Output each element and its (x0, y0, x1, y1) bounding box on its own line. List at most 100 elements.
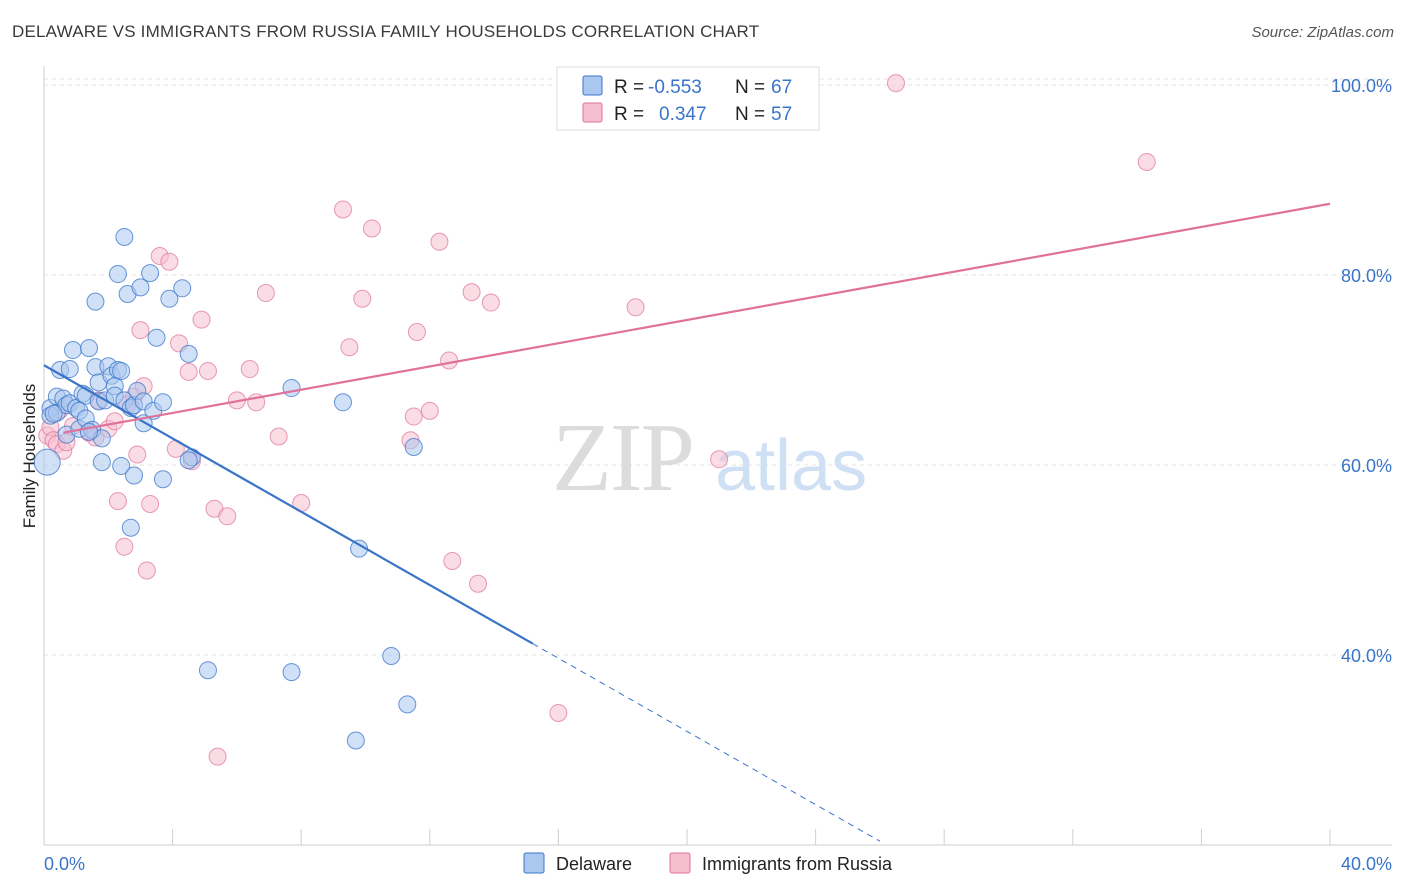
point-delaware-50 (153, 393, 172, 412)
point-russia-48 (440, 351, 459, 370)
point-russia-44 (404, 407, 423, 426)
stats-legend-r-label-1: R = (614, 77, 644, 98)
point-russia-13 (108, 492, 127, 511)
point-delaware-65 (80, 422, 99, 441)
point-delaware-53 (179, 344, 198, 363)
point-russia-46 (420, 401, 439, 420)
trend-line-russia (63, 202, 1331, 434)
point-russia-47 (430, 232, 449, 251)
trend-line-delaware (43, 364, 534, 645)
watermark: ZIP atlas (552, 404, 867, 512)
point-delaware-51 (160, 289, 179, 308)
trend-lines (43, 202, 1331, 842)
point-russia-28 (192, 310, 211, 329)
point-delaware-55 (198, 661, 217, 680)
watermark-zip: ZIP (552, 404, 693, 512)
point-russia-57 (1137, 152, 1156, 171)
point-delaware-38 (121, 518, 140, 537)
point-delaware-46 (141, 264, 160, 283)
stats-legend-swatch-delaware (582, 75, 603, 96)
point-russia-34 (240, 360, 259, 379)
point-russia-54 (626, 298, 645, 317)
legend-label-delaware: Delaware (556, 854, 632, 874)
point-russia-29 (198, 361, 217, 380)
point-delaware-11 (63, 341, 82, 360)
point-russia-56 (886, 74, 905, 93)
point-delaware-34 (112, 456, 131, 475)
point-russia-42 (362, 219, 381, 238)
point-russia-37 (269, 427, 288, 446)
point-delaware-49 (153, 470, 172, 489)
point-delaware-25 (92, 453, 111, 472)
point-russia-53 (549, 703, 568, 722)
stats-legend-n-value-1: 67 (771, 77, 792, 98)
point-russia-50 (462, 283, 481, 302)
legend-swatch-russia (669, 852, 691, 874)
point-delaware-56 (282, 379, 301, 398)
point-russia-49 (443, 551, 462, 570)
stats-legend-n-label-2: N = (735, 104, 765, 125)
stats-legend-n-label-1: N = (735, 77, 765, 98)
y-tick-label-60: 60.0% (1341, 456, 1392, 476)
trend-line-delaware-extrapolated (532, 643, 881, 842)
point-russia-45 (407, 323, 426, 341)
stats-legend: R = -0.553 N = 67 R = 0.347 N = 57 (556, 66, 820, 131)
point-delaware-64 (179, 451, 198, 470)
y-tick-label-80: 80.0% (1341, 266, 1392, 286)
point-delaware-9 (60, 360, 79, 379)
point-russia-40 (340, 338, 359, 357)
point-russia-14 (115, 537, 134, 556)
legend-swatch-delaware (523, 852, 545, 874)
point-russia-21 (141, 494, 160, 513)
y-tick-label-100: 100.0% (1331, 76, 1392, 96)
point-russia-36 (256, 284, 275, 303)
x-tick-labels: 0.0% 40.0% (44, 854, 1392, 874)
y-axis-label: Family Households (20, 384, 39, 529)
point-russia-17 (128, 445, 147, 464)
point-delaware-18 (80, 339, 99, 358)
point-russia-23 (160, 252, 179, 271)
point-delaware-32 (108, 265, 127, 284)
point-delaware-59 (346, 731, 365, 750)
legend-label-russia: Immigrants from Russia (702, 854, 893, 874)
point-delaware-66 (44, 404, 63, 423)
point-russia-31 (208, 747, 227, 766)
series-delaware-points (33, 228, 423, 750)
stats-legend-n-value-2: 57 (771, 104, 792, 125)
source-note: Source: ZipAtlas.com (1251, 24, 1394, 41)
point-delaware-52 (173, 279, 192, 298)
stats-legend-r-value-1: -0.553 (648, 77, 702, 98)
point-russia-52 (481, 293, 500, 312)
point-delaware-43 (131, 278, 150, 297)
point-delaware-62 (398, 695, 417, 714)
point-russia-18 (131, 321, 150, 340)
point-delaware-0 (33, 448, 61, 476)
x-tick-label-max: 40.0% (1341, 854, 1392, 874)
point-delaware-36 (115, 228, 134, 246)
point-russia-32 (218, 507, 237, 526)
point-delaware-48 (147, 328, 166, 347)
stats-legend-swatch-russia (582, 102, 603, 123)
point-delaware-57 (282, 663, 301, 682)
point-russia-20 (137, 561, 156, 580)
y-tick-labels: 40.0% 60.0% 80.0% 100.0% (1331, 76, 1392, 666)
point-delaware-63 (404, 437, 423, 456)
x-ticks (172, 829, 1331, 845)
series-legend: Delaware Immigrants from Russia (523, 852, 893, 874)
chart-title: DELAWARE VS IMMIGRANTS FROM RUSSIA FAMIL… (12, 22, 760, 41)
point-russia-41 (353, 289, 372, 308)
stats-legend-r-label-2: R = (614, 104, 644, 125)
point-russia-26 (179, 362, 198, 381)
point-delaware-61 (382, 646, 401, 665)
point-delaware-58 (333, 393, 352, 412)
point-delaware-33 (112, 361, 131, 380)
watermark-atlas: atlas (715, 426, 867, 506)
point-russia-39 (333, 200, 352, 219)
point-russia-55 (710, 450, 729, 469)
stats-legend-r-value-2: 0.347 (659, 104, 707, 125)
x-tick-label-min: 0.0% (44, 854, 85, 874)
y-tick-label-40: 40.0% (1341, 646, 1392, 666)
point-delaware-40 (125, 466, 144, 485)
point-russia-51 (469, 574, 488, 593)
